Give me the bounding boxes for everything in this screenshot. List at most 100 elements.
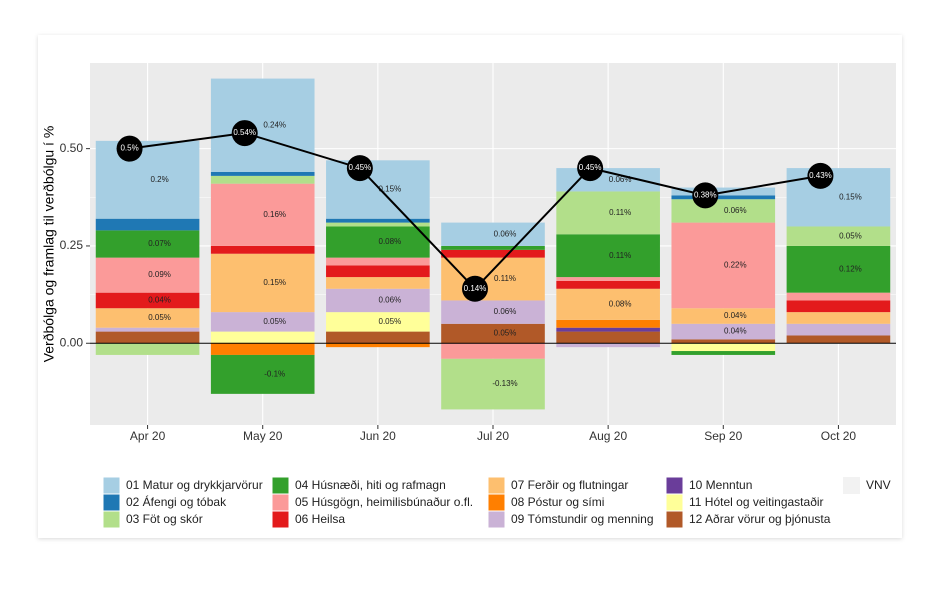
value-label: 0.05% (263, 317, 286, 326)
vnv-point (692, 182, 719, 209)
value-label: 0.07% (148, 239, 171, 248)
bar-segment (786, 226, 891, 246)
legend-key (102, 510, 121, 529)
x-tick-label: Jun 20 (360, 429, 396, 443)
overlay: 0.5% 0.54% 0.45% 0.14% 0.45% 0.38% 0.43% (90, 120, 896, 344)
value-label: 0.05% (839, 231, 862, 240)
legend-label: 01 Matur og drykkjarvörur (126, 478, 263, 492)
vnv-point (116, 135, 143, 162)
bar-segment (95, 218, 200, 231)
bar-segment (556, 277, 660, 281)
bar-segment (326, 222, 430, 227)
x-tick-label: Apr 20 (130, 429, 166, 443)
bar-segment (786, 323, 891, 336)
bar-segment (671, 351, 776, 355)
vnv-label: 0.45% (579, 163, 602, 172)
legend-label: 09 Tómstundir og menning (511, 512, 654, 526)
bar-segment (786, 335, 891, 344)
value-label: 0.05% (379, 317, 402, 326)
vnv-point (577, 155, 604, 182)
legend-label: 08 Póstur og sími (511, 495, 604, 509)
bar-segment (326, 312, 430, 332)
legend: VNV 01 Matur og drykkjarvörur 02 Áfengi o… (102, 476, 891, 529)
value-label: 0.08% (379, 237, 402, 246)
legend-label: 10 Menntun (689, 478, 752, 492)
bar-segment (786, 300, 891, 313)
legend-key (665, 476, 684, 495)
bar-segment (326, 277, 430, 289)
bar-segment (95, 327, 200, 332)
x-tick-label: Sep 20 (704, 429, 742, 443)
value-label: 0.06% (609, 175, 632, 184)
bar-segment (556, 280, 660, 289)
value-label: 0.15% (839, 192, 862, 201)
value-label: 0.15% (379, 185, 402, 194)
legend-key (487, 510, 506, 529)
value-label: 0.15% (263, 278, 286, 287)
value-label: 0.09% (148, 270, 171, 279)
legend-key (843, 477, 860, 494)
value-label: 0.11% (494, 274, 516, 283)
bar-segment (441, 343, 545, 359)
bars: 0.05% 0.04% 0.09% 0.07% 0.2% 0.05% 0.15% 0.16% -… (95, 78, 891, 410)
bar-segment (671, 323, 776, 340)
bar-segment (326, 343, 430, 348)
vnv-point (346, 155, 373, 182)
legend-key (271, 510, 290, 529)
bar-segment (671, 339, 776, 344)
y-tick-label: 0.25 (60, 238, 84, 252)
legend-key (102, 493, 121, 512)
bar-segment (326, 257, 430, 266)
bar-segment (671, 222, 776, 309)
legend-key (487, 493, 506, 512)
x-tick-label: Jul 20 (477, 429, 509, 443)
value-label: 0.08% (609, 299, 632, 308)
vnv-point (807, 162, 834, 189)
bar-segment (786, 245, 891, 293)
legend-key (271, 493, 290, 512)
bar-segment (556, 191, 660, 235)
vnv-label: 0.54% (233, 128, 256, 137)
legend-label: 03 Föt og skór (126, 512, 203, 526)
value-label: 0.16% (263, 210, 286, 219)
value-label: 0.04% (148, 296, 171, 305)
vnv-point (231, 120, 258, 147)
bar-segment (95, 343, 200, 355)
value-label: 0.06% (379, 296, 402, 305)
bar-segment (556, 327, 660, 332)
bar-segment (210, 171, 315, 176)
bar-segment (326, 288, 430, 313)
bar-segment (210, 245, 315, 254)
bar-segment (671, 308, 776, 324)
vnv-point (462, 275, 488, 302)
value-label: 0.05% (494, 329, 517, 338)
bar-segment (210, 331, 315, 344)
bar-segment (671, 343, 776, 352)
bar-segment (210, 253, 315, 313)
value-label: 0.11% (609, 251, 631, 260)
bar-segment (326, 218, 430, 223)
bar-segment (95, 292, 200, 309)
bar-segment (441, 245, 545, 250)
bar-segment (210, 312, 315, 332)
bar-segment (95, 331, 200, 344)
legend-label: 04 Húsnæði, hiti og rafmagn (295, 478, 446, 492)
bar-segment (95, 308, 200, 328)
x-tick-label: May 20 (243, 429, 283, 443)
value-label: -0.13% (492, 379, 517, 388)
bar-segment (326, 331, 430, 344)
bar-segment (671, 195, 776, 200)
value-label: 0.06% (494, 307, 517, 316)
value-label: 0.04% (724, 311, 747, 320)
bar-segment (441, 257, 545, 301)
bar-segment (210, 343, 315, 355)
legend-key (487, 476, 506, 495)
value-label: 0.06% (494, 229, 517, 238)
bar-segment (441, 358, 545, 410)
bar-segment (441, 323, 545, 344)
value-label: 0.22% (724, 261, 747, 270)
legend-label: 12 Aðrar vörur og þjónusta (689, 512, 831, 526)
value-label: 0.24% (263, 120, 286, 129)
